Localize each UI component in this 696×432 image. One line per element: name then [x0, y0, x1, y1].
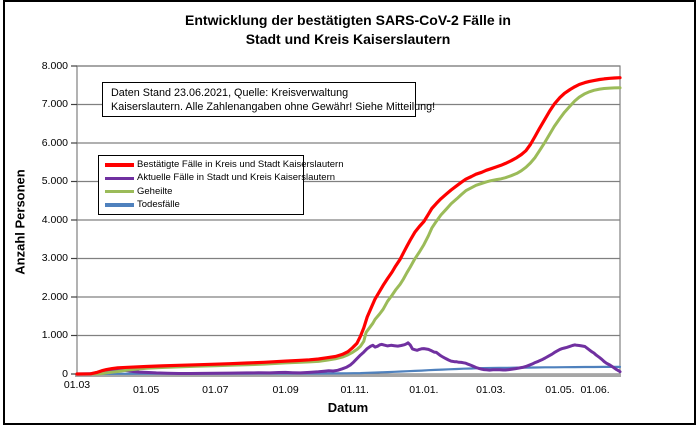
series-line-geheilte	[75, 86, 622, 376]
x-tick-label: 01.03	[63, 379, 91, 391]
legend-item-todesfaelle: Todesfälle	[105, 198, 297, 210]
legend-line-swatch	[105, 163, 134, 167]
legend-item-label: Bestätigte Fälle in Kreis und Stadt Kais…	[137, 159, 344, 170]
x-tick-label: 01.06.	[580, 384, 610, 396]
chart-title-line2: Stadt und Kreis Kaiserslautern	[245, 31, 451, 47]
x-axis-title: Datum	[327, 400, 369, 415]
data-note-box: Daten Stand 23.06.2021, Quelle: Kreisver…	[102, 82, 436, 117]
y-tick-label: 5.000	[41, 175, 68, 187]
legend-line-swatch	[105, 203, 134, 207]
y-tick-label: 8.000	[41, 59, 68, 72]
legend-item-aktuelle: Aktuelle Fälle in Stadt und Kreis Kaiser…	[105, 173, 335, 183]
legend-line-swatch	[105, 176, 134, 181]
y-tick-label: 7.000	[41, 98, 68, 110]
chart-title-line1: Entwicklung der bestätigten SARS-CoV-2 F…	[185, 12, 511, 28]
x-tick-label: 01.11.	[340, 384, 369, 396]
y-tick-label: 4.000	[41, 213, 68, 226]
legend-item-label: Todesfälle	[137, 198, 180, 210]
series-line-aktuelle	[75, 341, 622, 376]
chart-title: Entwicklung der bestätigten SARS-CoV-2 F…	[0, 11, 696, 49]
x-tick-label: 01.03.	[476, 384, 506, 396]
legend-item-geheilte: Geheilte	[105, 185, 297, 197]
y-tick-label: 6.000	[41, 136, 68, 149]
legend-item-bestaetigte: Bestätigte Fälle in Kreis und Stadt Kais…	[105, 160, 343, 170]
series-line-bestaetigte	[75, 76, 622, 376]
legend-item-label: Geheilte	[137, 185, 173, 197]
legend-item-label: Aktuelle Fälle in Stadt und Kreis Kaiser…	[137, 172, 336, 184]
x-tick-label: 01.05	[133, 384, 160, 396]
x-tick-label: 01.09	[272, 384, 299, 396]
x-tick-label: 01.07	[202, 384, 229, 396]
x-tick-label: 01.05.	[545, 384, 575, 396]
y-tick-label: 0	[62, 367, 68, 380]
legend-line-swatch	[105, 189, 134, 194]
y-tick-label: 3.000	[41, 252, 68, 264]
x-tick-label: 01.01.	[409, 384, 439, 396]
y-tick-label: 2.000	[41, 290, 68, 303]
y-tick-label: 1.000	[41, 329, 68, 341]
legend-box: Bestätigte Fälle in Kreis und Stadt Kais…	[98, 155, 343, 215]
data-note-line2: Kaiserslautern. Alle Zahlenangaben ohne …	[111, 101, 436, 113]
data-note-line1: Daten Stand 23.06.2021, Quelle: Kreisver…	[111, 87, 349, 99]
